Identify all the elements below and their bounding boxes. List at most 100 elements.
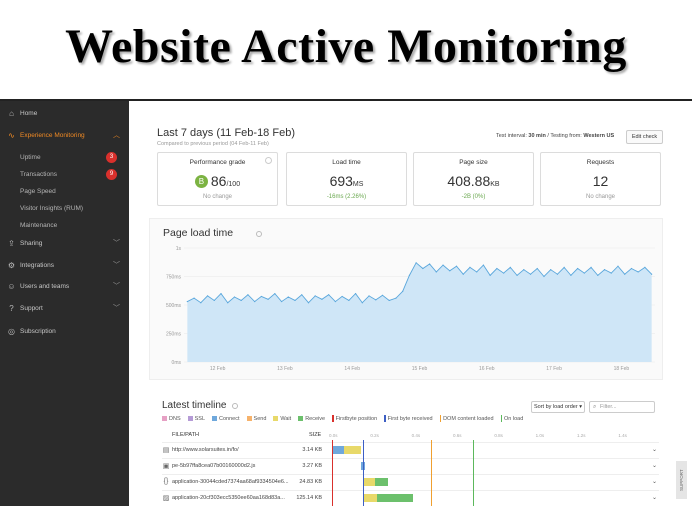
sidebar-subitem-page-speed[interactable]: Page Speed [20, 184, 129, 198]
integrations-icon: ⚙ [7, 260, 16, 270]
requests-card: Requests 12 No change [540, 152, 661, 206]
series-point [408, 274, 411, 276]
support-tab[interactable]: SUPPORT [676, 461, 687, 499]
series-point [435, 271, 437, 273]
sidebar-subitem-uptime[interactable]: Uptime 3 [20, 150, 129, 164]
help-icon: ? [9, 303, 14, 313]
series-point [314, 295, 316, 297]
timing-segment [332, 446, 345, 454]
file-path: http://www.solarsuites.in/fo/ [172, 447, 239, 453]
expand-row-icon[interactable]: ⌄ [651, 479, 657, 485]
testing-from-value: Western US [583, 133, 615, 139]
file-path: application-20cf303ecc5350ee60aa168d83a.… [172, 495, 285, 501]
series-point [476, 271, 478, 273]
sidebar-subitem-visitor-insights[interactable]: Visitor Insights (RUM) [20, 201, 129, 215]
series-point [556, 273, 559, 275]
filter-placeholder: Filter... [600, 404, 617, 410]
x-tick-label: 15 Feb [412, 366, 428, 372]
series-point [577, 267, 579, 270]
table-row[interactable]: ▣ pe-5b97ffa8cea07b00160000d2.js 3.27 KB ⌄ [162, 458, 659, 473]
column-file: FILE/PATH [172, 432, 199, 438]
timeline-tick-label: 0.4s [411, 433, 421, 438]
main-content: Last 7 days (11 Feb-18 Feb) Compared to … [129, 101, 692, 506]
sidebar-item-experience-monitoring[interactable]: ∿ Experience Monitoring ︿ [0, 128, 129, 142]
transactions-alert-badge: 9 [106, 168, 117, 180]
sidebar-item-subscription[interactable]: ◎ Subscription [0, 324, 129, 338]
legend-item: DNS [162, 416, 181, 422]
file-size: 3.27 KB [302, 463, 322, 469]
series-point [442, 264, 444, 266]
image-icon: ▨ [162, 495, 170, 502]
y-tick-label: 500ms [166, 303, 182, 309]
subscription-icon: ◎ [8, 326, 15, 336]
info-icon[interactable] [256, 231, 262, 237]
users-icon: ☺ [7, 281, 16, 291]
timeline-tick-label: 1.4s [618, 433, 627, 438]
sidebar-subitem-maintenance[interactable]: Maintenance [20, 218, 129, 232]
timeline-marker-line [332, 440, 333, 506]
timing-segment [344, 446, 361, 454]
series-point [603, 269, 606, 271]
table-row[interactable]: ▨ application-20cf303ecc5350ee60aa168d83a… [162, 490, 659, 505]
card-value: B 86/100 [158, 173, 277, 189]
sort-dropdown[interactable]: Sort by load order ▾ [531, 401, 585, 413]
sidebar-item-users-and-teams[interactable]: ☺ Users and teams ﹀ [0, 279, 129, 293]
y-tick-label: 0ms [172, 360, 182, 366]
uptime-alert-badge: 3 [106, 151, 117, 163]
legend-item: Connect [212, 416, 240, 422]
sidebar-item-label: Users and teams [20, 282, 70, 290]
edit-check-button[interactable]: Edit check [626, 130, 663, 144]
page-size-card: Page size 408.88KB -2B (0%) [413, 152, 534, 206]
legend-item: SSL [187, 415, 206, 422]
legend-item: Send [246, 416, 266, 422]
series-point [213, 299, 215, 302]
chevron-down-icon: ﹀ [113, 305, 120, 312]
legend-swatch [187, 416, 193, 421]
timeline-table-header: FILE/PATH SIZE 0.0s 0.2s 0.4s 0.6s 0.8s 1.0s 1… [162, 432, 659, 442]
table-row[interactable]: {} application-30044cded7374aa68af9334504… [162, 474, 659, 489]
sidebar-item-home[interactable]: ⌂ Home [0, 106, 129, 120]
card-value: 12 [541, 173, 660, 189]
series-point [610, 272, 612, 274]
filter-input[interactable]: ⌕ Filter... [589, 401, 655, 413]
x-tick-label: 12 Feb [210, 366, 226, 372]
sidebar-item-label: Support [20, 304, 43, 312]
sidebar-item-integrations[interactable]: ⚙ Integrations ﹀ [0, 258, 129, 272]
series-point [617, 265, 619, 267]
share-icon: ⇪ [8, 238, 15, 248]
sidebar-subitem-transactions[interactable]: Transactions 9 [20, 167, 129, 181]
load-time-card: Load time 693MS -16ms (2.26%) [286, 152, 407, 206]
table-row[interactable]: ▤ http://www.solarsuites.in/fo/3.14 KB ⌄ [162, 442, 659, 457]
timeline-marker-line [431, 440, 433, 506]
legend-item: DOM content loaded [439, 415, 494, 422]
expand-row-icon[interactable]: ⌄ [651, 463, 657, 469]
series-point [570, 274, 572, 276]
chevron-down-icon: ﹀ [113, 240, 120, 247]
performance-grade-card: Performance grade B 86/100 No change [157, 152, 278, 206]
series-point [247, 294, 249, 296]
legend-item: Receive [298, 416, 325, 422]
expand-row-icon[interactable]: ⌄ [651, 447, 657, 453]
sidebar-item-sharing[interactable]: ⇪ Sharing ﹀ [0, 236, 129, 250]
series-point [496, 267, 498, 270]
pulse-icon: ∿ [8, 130, 15, 140]
info-icon[interactable] [265, 157, 272, 164]
info-icon[interactable] [232, 403, 238, 409]
series-point [220, 293, 222, 295]
series-point [206, 295, 209, 297]
series-point [381, 294, 384, 296]
file-size: 125.14 KB [296, 495, 322, 501]
timing-segment [363, 478, 376, 486]
banner: Website Active Monitoring [0, 0, 692, 100]
legend-label: SSL [194, 415, 206, 422]
expand-row-icon[interactable]: ⌄ [651, 495, 657, 501]
card-title: Requests [586, 159, 615, 166]
file-path: application-30044cded7374aa68af9334504e6… [172, 479, 289, 485]
legend-label: First byte received [387, 415, 433, 422]
sidebar-item-support[interactable]: ? Support ﹀ [0, 301, 129, 315]
test-info: Test interval: 30 min / Testing from: We… [496, 133, 614, 139]
x-tick-label: 13 Feb [277, 366, 293, 372]
series-point [301, 294, 303, 296]
timeline-legend: DNS SSL Connect Send Wait Receive Firstbyte po… [162, 415, 530, 422]
series-point [462, 273, 464, 275]
